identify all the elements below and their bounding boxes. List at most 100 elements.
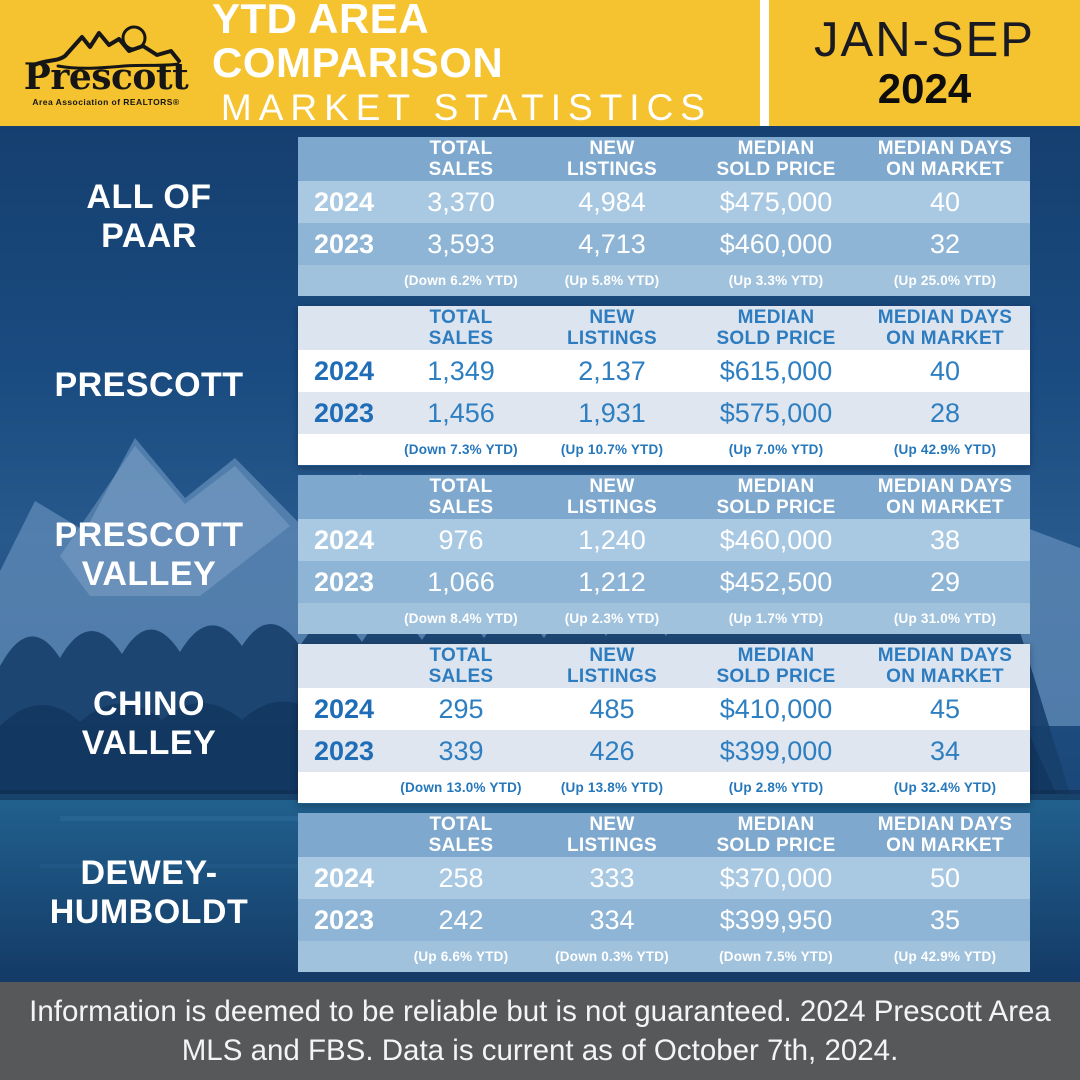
- stats-table: TOTAL SALES NEW LISTINGS MEDIAN SOLD PRICE…: [298, 644, 1030, 804]
- column-header: MEDIAN SOLD PRICE: [716, 475, 836, 518]
- ytd-change: (Up 10.7% YTD): [560, 442, 664, 457]
- stat-value: 1,456: [427, 397, 495, 428]
- change-row: (Down 6.2% YTD) (Up 5.8% YTD) (Up 3.3% YTD…: [298, 265, 1030, 296]
- ytd-change: (Down 8.4% YTD): [404, 611, 518, 626]
- ytd-change: (Up 2.8% YTD): [728, 780, 824, 795]
- area-name: CHINO VALLEY: [81, 684, 217, 762]
- column-header: MEDIAN SOLD PRICE: [716, 137, 836, 180]
- stat-value: 2,137: [578, 355, 646, 386]
- stat-value: 32: [929, 228, 961, 259]
- stat-value: $575,000: [719, 397, 833, 428]
- table-header-row: TOTAL SALES NEW LISTINGS MEDIAN SOLD PRICE…: [298, 137, 1030, 181]
- stat-value: $370,000: [719, 862, 833, 893]
- stat-value: 35: [929, 904, 961, 935]
- period-year: 2024: [877, 65, 972, 113]
- column-header: MEDIAN DAYS ON MARKET: [877, 644, 1013, 687]
- stat-value: $399,950: [719, 904, 833, 935]
- stat-value: $460,000: [719, 524, 833, 555]
- year-row: 2024 3,370 4,984 $475,000 40: [298, 181, 1030, 223]
- ytd-change: (Up 7.0% YTD): [728, 442, 824, 457]
- area-name: PRESCOTT VALLEY: [54, 515, 244, 593]
- year-label: 2024: [313, 862, 375, 893]
- column-header: TOTAL SALES: [428, 644, 494, 687]
- stat-value: $615,000: [719, 355, 833, 386]
- column-header: MEDIAN DAYS ON MARKET: [877, 137, 1013, 180]
- column-header: NEW LISTINGS: [566, 644, 657, 687]
- ytd-change: (Up 6.6% YTD): [413, 949, 509, 964]
- stats-table: TOTAL SALES NEW LISTINGS MEDIAN SOLD PRICE…: [298, 137, 1030, 297]
- stat-value: 50: [929, 862, 961, 893]
- change-row: (Down 8.4% YTD) (Up 2.3% YTD) (Up 1.7% YTD…: [298, 603, 1030, 634]
- area-section: PRESCOTT VALLEY TOTAL SALES NEW LISTINGS M…: [0, 475, 1080, 635]
- logo-wordmark: Prescott: [23, 56, 189, 99]
- stat-value: 3,370: [427, 186, 495, 217]
- year-row: 2024 976 1,240 $460,000 38: [298, 519, 1030, 561]
- period-months: JAN-SEP: [814, 12, 1035, 67]
- stat-value: 29: [929, 566, 961, 597]
- stat-value: 28: [929, 397, 961, 428]
- area-name: PRESCOTT: [54, 366, 244, 405]
- year-row: 2023 3,593 4,713 $460,000 32: [298, 223, 1030, 265]
- change-row: (Up 6.6% YTD) (Down 0.3% YTD) (Down 7.5% Y…: [298, 941, 1030, 972]
- column-header: MEDIAN DAYS ON MARKET: [877, 475, 1013, 518]
- stats-table: TOTAL SALES NEW LISTINGS MEDIAN SOLD PRICE…: [298, 813, 1030, 973]
- area-section: ALL OF PAAR TOTAL SALES NEW LISTINGS MEDIA…: [0, 137, 1080, 297]
- stat-value: 40: [929, 186, 961, 217]
- stat-value: 1,066: [427, 566, 495, 597]
- year-row: 2023 1,456 1,931 $575,000 28: [298, 392, 1030, 434]
- stat-value: 1,240: [578, 524, 646, 555]
- stat-value: 4,984: [578, 186, 646, 217]
- footer-band: Information is deemed to be reliable but…: [0, 982, 1080, 1080]
- ytd-change: (Up 5.8% YTD): [564, 273, 660, 288]
- title-block: YTD AREA COMPARISON MARKET STATISTICS: [212, 0, 760, 129]
- stat-value: 1,212: [578, 566, 646, 597]
- column-header: NEW LISTINGS: [566, 475, 657, 518]
- ytd-change: (Up 1.7% YTD): [728, 611, 824, 626]
- stat-value: 339: [438, 735, 484, 766]
- year-label: 2023: [313, 735, 375, 766]
- period-block: JAN-SEP 2024: [769, 0, 1080, 126]
- page-title: YTD AREA COMPARISON: [212, 0, 504, 87]
- year-label: 2023: [313, 397, 375, 428]
- year-row: 2023 339 426 $399,000 34: [298, 730, 1030, 772]
- stat-value: 40: [929, 355, 961, 386]
- stat-value: 333: [589, 862, 635, 893]
- disclaimer-text: Information is deemed to be reliable but…: [29, 994, 1051, 1067]
- area-section: PRESCOTT TOTAL SALES NEW LISTINGS MEDIAN S…: [0, 306, 1080, 466]
- ytd-change: (Up 31.0% YTD): [893, 611, 997, 626]
- ytd-change: (Up 32.4% YTD): [893, 780, 997, 795]
- year-row: 2024 1,349 2,137 $615,000 40: [298, 350, 1030, 392]
- year-label: 2024: [313, 186, 375, 217]
- ytd-change: (Down 6.2% YTD): [404, 273, 518, 288]
- column-header: NEW LISTINGS: [566, 137, 657, 180]
- stat-value: 45: [929, 693, 961, 724]
- column-header: MEDIAN SOLD PRICE: [716, 306, 836, 349]
- main-area: ALL OF PAAR TOTAL SALES NEW LISTINGS MEDIA…: [0, 126, 1080, 982]
- header-band: Prescott Area Association of REALTORS® Y…: [0, 0, 1080, 129]
- sections-container: ALL OF PAAR TOTAL SALES NEW LISTINGS MEDIA…: [0, 126, 1080, 973]
- year-row: 2024 295 485 $410,000 45: [298, 688, 1030, 730]
- area-section: CHINO VALLEY TOTAL SALES NEW LISTINGS MEDI…: [0, 644, 1080, 804]
- column-header: NEW LISTINGS: [566, 813, 657, 856]
- year-label: 2024: [313, 355, 375, 386]
- column-header: MEDIAN DAYS ON MARKET: [877, 306, 1013, 349]
- column-header: TOTAL SALES: [428, 137, 494, 180]
- year-label: 2024: [313, 693, 375, 724]
- year-label: 2023: [313, 566, 375, 597]
- ytd-change: (Up 42.9% YTD): [893, 442, 997, 457]
- year-label: 2023: [313, 904, 375, 935]
- stat-value: 976: [438, 524, 484, 555]
- area-section: DEWEY- HUMBOLDT TOTAL SALES NEW LISTINGS M…: [0, 813, 1080, 973]
- table-header-row: TOTAL SALES NEW LISTINGS MEDIAN SOLD PRICE…: [298, 306, 1030, 350]
- stat-value: $452,500: [719, 566, 833, 597]
- table-header-row: TOTAL SALES NEW LISTINGS MEDIAN SOLD PRICE…: [298, 813, 1030, 857]
- column-header: TOTAL SALES: [428, 306, 494, 349]
- logo-subtitle: Area Association of REALTORS®: [32, 96, 180, 107]
- change-row: (Down 7.3% YTD) (Up 10.7% YTD) (Up 7.0% YT…: [298, 434, 1030, 465]
- area-name: ALL OF PAAR: [86, 177, 212, 255]
- table-header-row: TOTAL SALES NEW LISTINGS MEDIAN SOLD PRICE…: [298, 475, 1030, 519]
- stat-value: 426: [589, 735, 635, 766]
- stat-value: $475,000: [719, 186, 833, 217]
- page-subtitle: MARKET STATISTICS: [220, 87, 712, 129]
- stat-value: 4,713: [578, 228, 646, 259]
